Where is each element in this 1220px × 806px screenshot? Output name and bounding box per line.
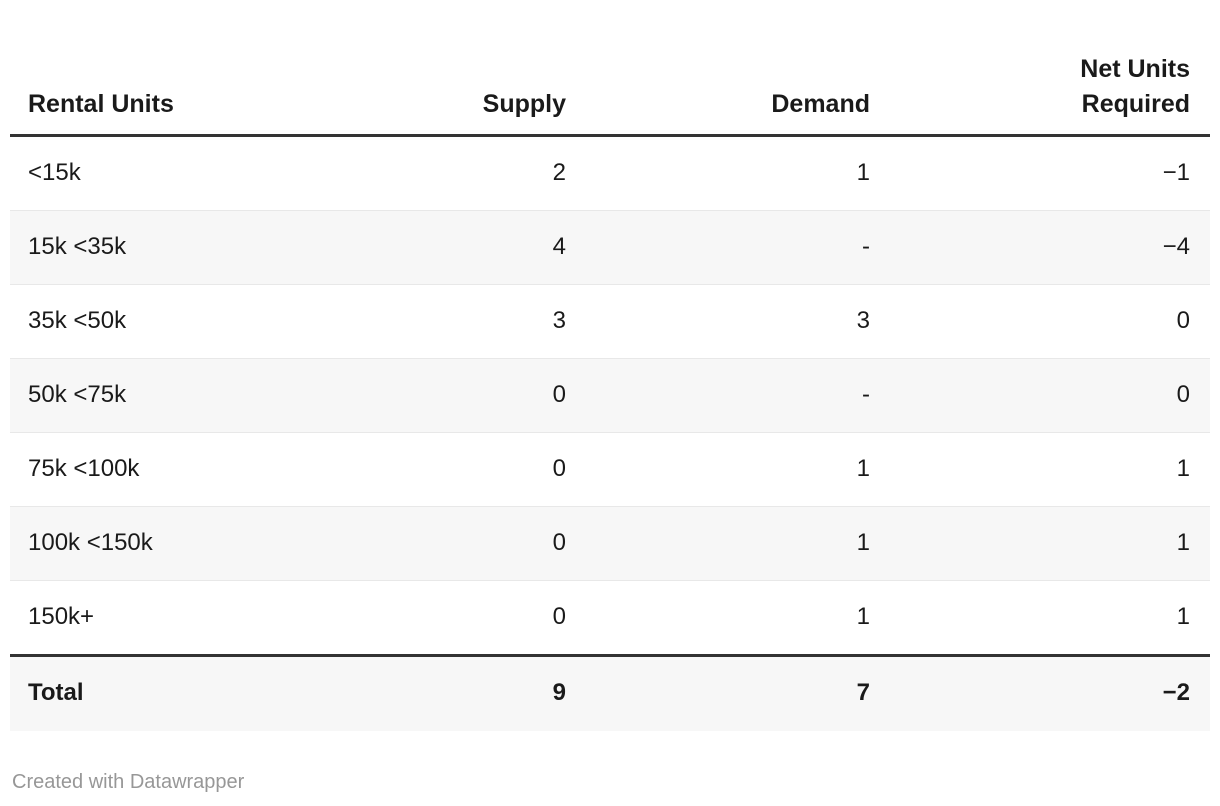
cell-demand: 1 (856, 529, 870, 556)
total-demand: 7 (856, 679, 870, 706)
cell-rental-units: <15k (28, 159, 81, 186)
table-row: 50k <75k 0 - 0 (10, 358, 1210, 433)
cell-demand: 1 (856, 603, 870, 630)
table-row: 15k <35k 4 - −4 (10, 210, 1210, 285)
cell-net-units-required: −1 (1162, 159, 1190, 186)
cell-demand: 1 (856, 159, 870, 186)
cell-rental-units: 50k <75k (28, 381, 127, 408)
cell-net-units-required: 0 (1176, 381, 1190, 408)
datawrapper-table-chart: Rental Units Supply Demand Net Units Req… (0, 30, 1220, 795)
cell-rental-units: 35k <50k (28, 307, 127, 334)
total-row: Total 9 7 −2 (10, 655, 1210, 731)
cell-supply: 0 (552, 529, 566, 556)
cell-rental-units: 100k <150k (28, 529, 153, 556)
column-header-net-units-required: Net Units Required (870, 30, 1210, 137)
cell-rental-units: 150k+ (28, 603, 95, 630)
data-table: Rental Units Supply Demand Net Units Req… (10, 30, 1210, 731)
cell-net-units-required: 1 (1176, 529, 1190, 556)
table-header: Rental Units Supply Demand Net Units Req… (10, 30, 1210, 137)
table-row: 100k <150k 0 1 1 (10, 506, 1210, 581)
table-row: 35k <50k 3 3 0 (10, 284, 1210, 359)
cell-supply: 4 (552, 233, 566, 260)
cell-rental-units: 15k <35k (28, 233, 127, 260)
cell-rental-units: 75k <100k (28, 455, 140, 482)
column-header-net-units-required-label: Net Units Required (1080, 55, 1190, 118)
table-row: <15k 2 1 −1 (10, 136, 1210, 211)
total-net-units-required: −2 (1162, 679, 1190, 706)
column-header-supply: Supply (390, 30, 566, 137)
header-row: Rental Units Supply Demand Net Units Req… (10, 30, 1210, 137)
table-row: 75k <100k 0 1 1 (10, 432, 1210, 507)
cell-demand: - (862, 381, 870, 408)
total-supply: 9 (552, 679, 566, 706)
chart-footer: Created with Datawrapper (10, 769, 1210, 795)
cell-supply: 0 (552, 455, 566, 482)
cell-demand: 3 (856, 307, 870, 334)
cell-demand: 1 (856, 455, 870, 482)
cell-supply: 3 (552, 307, 566, 334)
cell-supply: 0 (552, 381, 566, 408)
table-body: <15k 2 1 −1 15k <35k 4 - −4 35k <50k 3 3… (10, 136, 1210, 731)
cell-supply: 0 (552, 603, 566, 630)
cell-net-units-required: 0 (1176, 307, 1190, 334)
cell-supply: 2 (552, 159, 566, 186)
cell-net-units-required: 1 (1176, 455, 1190, 482)
cell-net-units-required: −4 (1162, 233, 1190, 260)
table-row: 150k+ 0 1 1 (10, 580, 1210, 656)
column-header-rental-units: Rental Units (10, 30, 390, 137)
datawrapper-credit-link[interactable]: Created with Datawrapper (12, 771, 245, 793)
total-label: Total (28, 679, 84, 706)
column-header-demand: Demand (566, 30, 870, 137)
cell-net-units-required: 1 (1176, 603, 1190, 630)
cell-demand: - (862, 233, 870, 260)
